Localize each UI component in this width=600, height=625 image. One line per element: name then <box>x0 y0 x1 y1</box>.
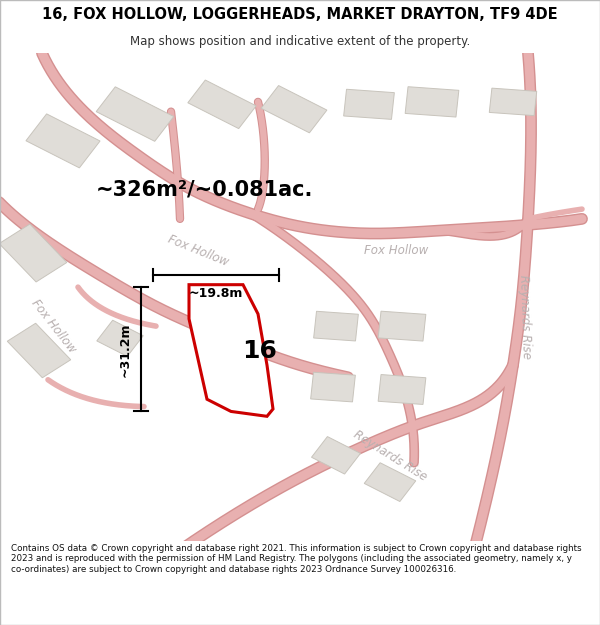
Polygon shape <box>7 323 71 378</box>
Text: Reynards Rise: Reynards Rise <box>517 274 533 359</box>
Polygon shape <box>0 224 67 282</box>
Polygon shape <box>97 320 143 356</box>
Polygon shape <box>26 114 100 168</box>
Polygon shape <box>189 285 273 416</box>
Polygon shape <box>378 311 426 341</box>
Polygon shape <box>261 86 327 133</box>
Polygon shape <box>405 87 459 117</box>
Text: 16: 16 <box>242 339 277 363</box>
Text: Reynards Rise: Reynards Rise <box>351 428 429 483</box>
Text: Contains OS data © Crown copyright and database right 2021. This information is : Contains OS data © Crown copyright and d… <box>11 544 581 574</box>
Polygon shape <box>311 372 355 402</box>
Polygon shape <box>344 89 394 119</box>
Polygon shape <box>188 80 256 129</box>
Text: Fox Hollow: Fox Hollow <box>364 244 428 257</box>
Polygon shape <box>311 437 361 474</box>
Polygon shape <box>204 308 252 344</box>
Text: ~31.2m: ~31.2m <box>119 322 132 376</box>
Text: ~19.8m: ~19.8m <box>189 287 243 300</box>
Polygon shape <box>364 462 416 501</box>
Polygon shape <box>96 87 174 141</box>
Text: Fox Hollow: Fox Hollow <box>29 297 79 356</box>
Text: ~326m²/~0.081ac.: ~326m²/~0.081ac. <box>96 179 313 199</box>
Polygon shape <box>489 88 537 116</box>
Text: 16, FOX HOLLOW, LOGGERHEADS, MARKET DRAYTON, TF9 4DE: 16, FOX HOLLOW, LOGGERHEADS, MARKET DRAY… <box>42 8 558 22</box>
Text: Fox Hollow: Fox Hollow <box>166 232 230 269</box>
Polygon shape <box>314 311 358 341</box>
Polygon shape <box>378 374 426 404</box>
Text: Map shows position and indicative extent of the property.: Map shows position and indicative extent… <box>130 35 470 48</box>
